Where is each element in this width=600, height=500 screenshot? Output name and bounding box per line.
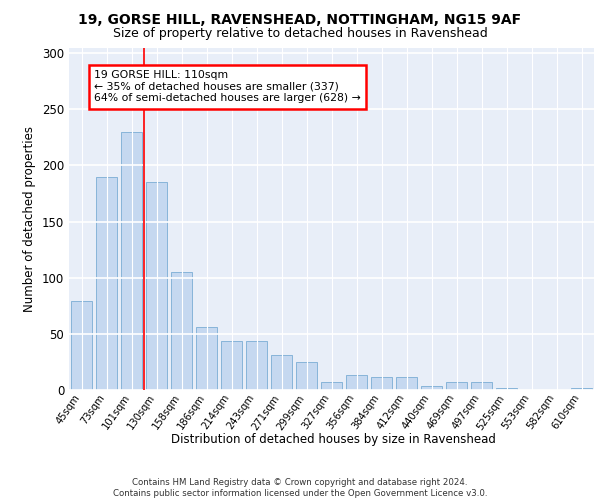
Bar: [371, 376, 392, 390]
Text: 19 GORSE HILL: 110sqm
← 35% of detached houses are smaller (337)
64% of semi-det: 19 GORSE HILL: 110sqm ← 35% of detached …: [94, 70, 361, 103]
Bar: [446, 382, 467, 390]
Bar: [221, 340, 242, 390]
Text: 19, GORSE HILL, RAVENSHEAD, NOTTINGHAM, NG15 9AF: 19, GORSE HILL, RAVENSHEAD, NOTTINGHAM, …: [79, 12, 521, 26]
Bar: [421, 386, 442, 390]
Bar: [496, 388, 517, 390]
Bar: [246, 340, 267, 390]
Text: Distribution of detached houses by size in Ravenshead: Distribution of detached houses by size …: [170, 432, 496, 446]
Bar: [471, 382, 492, 390]
Bar: [171, 272, 192, 390]
Bar: [571, 388, 592, 390]
Bar: [271, 355, 292, 390]
Y-axis label: Number of detached properties: Number of detached properties: [23, 126, 37, 312]
Bar: [121, 132, 142, 390]
Bar: [321, 382, 342, 390]
Bar: [71, 302, 92, 390]
Bar: [346, 376, 367, 390]
Bar: [196, 327, 217, 390]
Bar: [146, 182, 167, 390]
Text: Contains HM Land Registry data © Crown copyright and database right 2024.
Contai: Contains HM Land Registry data © Crown c…: [113, 478, 487, 498]
Bar: [96, 176, 117, 390]
Bar: [396, 376, 417, 390]
Bar: [296, 362, 317, 390]
Text: Size of property relative to detached houses in Ravenshead: Size of property relative to detached ho…: [113, 28, 487, 40]
